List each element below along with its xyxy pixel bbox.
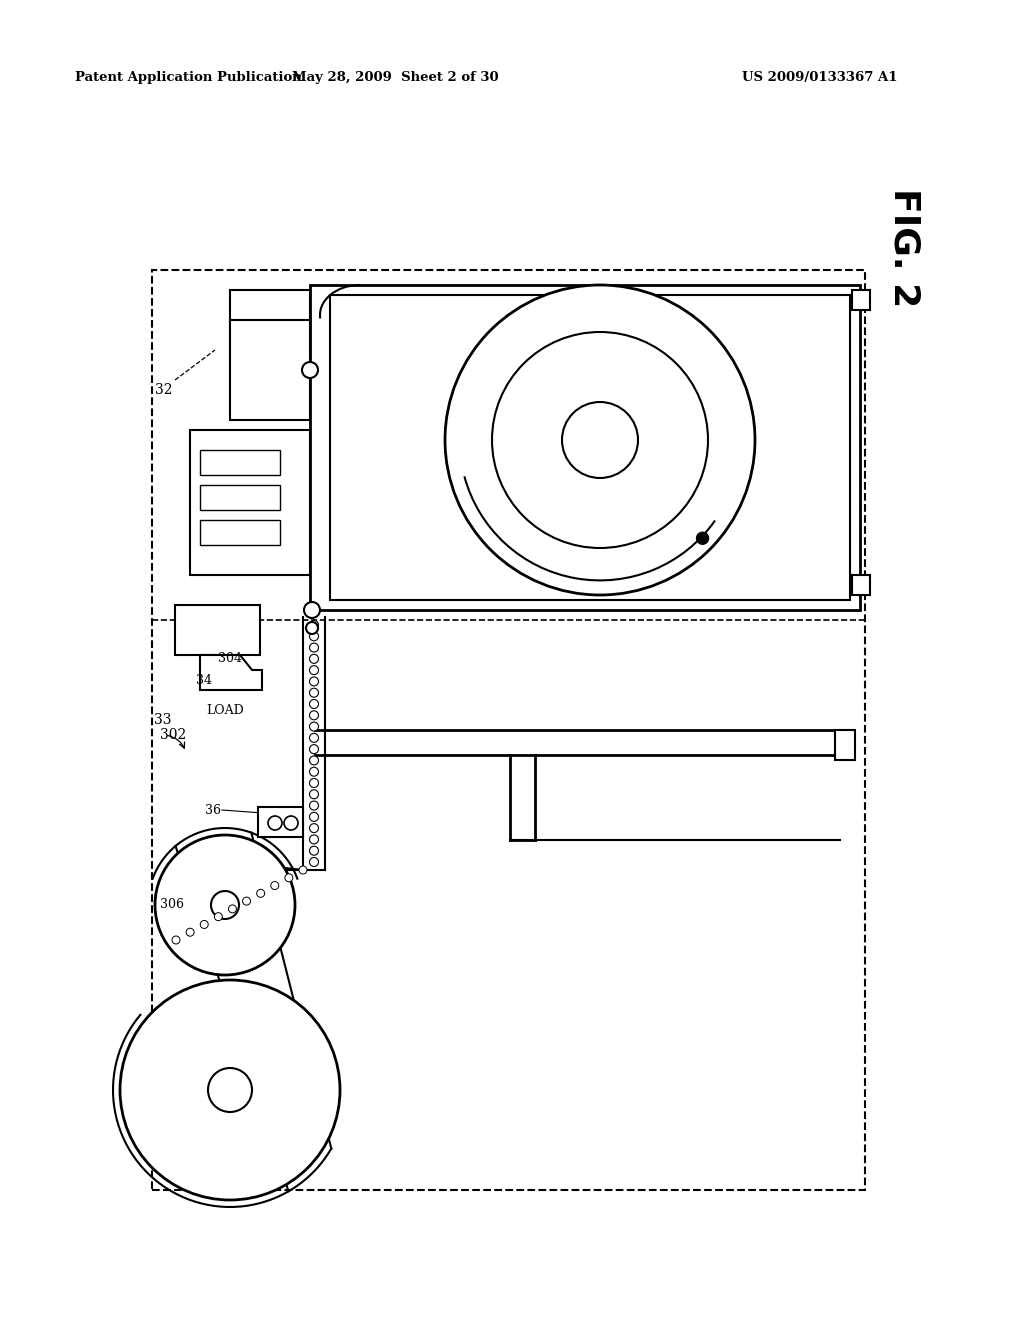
Circle shape (309, 700, 318, 709)
Text: 32: 32 (155, 383, 172, 397)
Circle shape (309, 665, 318, 675)
Text: May 28, 2009  Sheet 2 of 30: May 28, 2009 Sheet 2 of 30 (292, 71, 499, 84)
Bar (200, 520, 280, 545)
Text: US 2009/0133367 A1: US 2009/0133367 A1 (742, 71, 898, 84)
Circle shape (309, 643, 318, 652)
Circle shape (309, 722, 318, 731)
Polygon shape (175, 605, 260, 655)
Circle shape (562, 403, 638, 478)
Circle shape (696, 532, 709, 544)
Circle shape (299, 866, 307, 874)
Circle shape (309, 801, 318, 810)
Bar (852, 576, 870, 595)
Text: 33: 33 (154, 713, 171, 727)
Circle shape (309, 824, 318, 833)
Text: 306: 306 (160, 899, 184, 912)
Bar (258, 807, 303, 837)
Circle shape (243, 898, 251, 906)
Circle shape (309, 655, 318, 664)
Circle shape (309, 779, 318, 788)
Bar (835, 730, 855, 760)
Circle shape (201, 920, 208, 928)
Circle shape (268, 816, 282, 830)
Circle shape (445, 285, 755, 595)
Bar (152, 271, 865, 1191)
Bar (200, 450, 280, 475)
Bar (230, 290, 310, 355)
Text: 304: 304 (218, 652, 242, 664)
Circle shape (257, 890, 264, 898)
Circle shape (304, 602, 319, 618)
Circle shape (309, 620, 318, 630)
Circle shape (172, 936, 180, 944)
Bar (852, 290, 870, 310)
Circle shape (302, 362, 318, 378)
Circle shape (309, 688, 318, 697)
Circle shape (309, 744, 318, 754)
Circle shape (309, 858, 318, 866)
Circle shape (214, 912, 222, 920)
Circle shape (208, 1068, 252, 1111)
Circle shape (155, 836, 295, 975)
Text: 36: 36 (205, 804, 221, 817)
Circle shape (309, 767, 318, 776)
Circle shape (309, 846, 318, 855)
Bar (230, 319, 310, 420)
Text: LOAD: LOAD (206, 704, 244, 717)
Circle shape (270, 882, 279, 890)
Circle shape (309, 756, 318, 764)
Circle shape (306, 622, 318, 634)
Circle shape (211, 891, 239, 919)
Bar (190, 430, 310, 576)
Text: FIG. 2: FIG. 2 (888, 189, 922, 308)
Circle shape (285, 874, 293, 882)
Text: Patent Application Publication: Patent Application Publication (75, 71, 302, 84)
Circle shape (228, 906, 237, 913)
Circle shape (309, 812, 318, 821)
Circle shape (309, 734, 318, 742)
Circle shape (309, 789, 318, 799)
Text: 34: 34 (196, 673, 212, 686)
Text: 302: 302 (160, 729, 186, 742)
Bar (310, 285, 860, 610)
Circle shape (309, 677, 318, 686)
Circle shape (492, 333, 708, 548)
Bar (200, 484, 280, 510)
Circle shape (309, 836, 318, 843)
Circle shape (120, 979, 340, 1200)
Circle shape (309, 632, 318, 640)
Bar (330, 294, 850, 601)
Circle shape (186, 928, 195, 936)
Circle shape (309, 710, 318, 719)
Polygon shape (200, 655, 262, 690)
Circle shape (284, 816, 298, 830)
